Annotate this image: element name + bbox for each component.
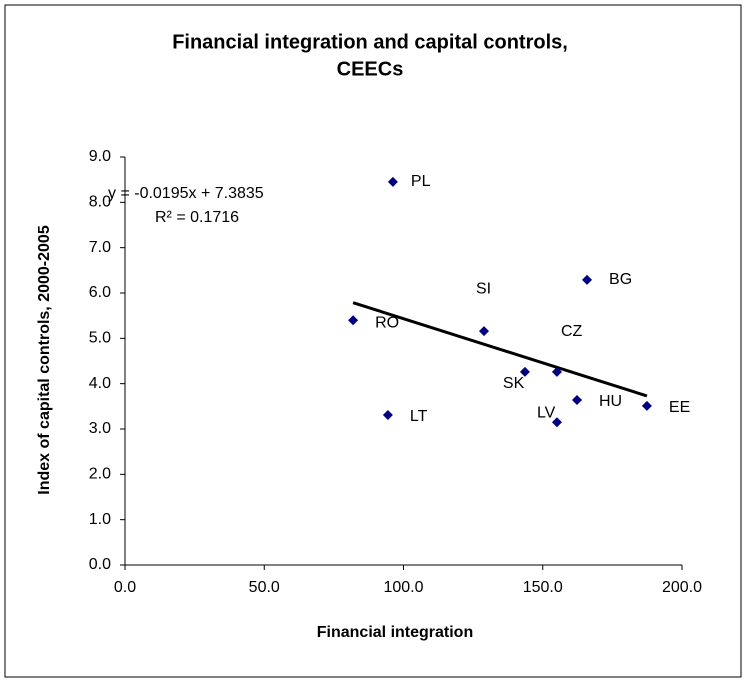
y-tick-label: 2.0	[89, 466, 111, 483]
data-point	[582, 274, 593, 285]
y-axis-title: Index of capital controls, 2000-2005	[36, 225, 53, 495]
data-label: PL	[411, 173, 431, 190]
trendline	[352, 301, 648, 398]
data-label: SI	[476, 280, 491, 297]
y-tick-label: 6.0	[89, 284, 111, 301]
x-tick-label: 0.0	[114, 579, 136, 596]
trendline-r-squared: R² = 0.1716	[155, 209, 239, 226]
x-tick-label: 200.0	[662, 579, 702, 596]
data-point	[551, 417, 562, 428]
y-tick-label: 7.0	[89, 239, 111, 256]
data-point	[572, 394, 583, 405]
y-tick-label: 8.0	[89, 194, 111, 211]
data-label: CZ	[561, 323, 583, 340]
data-point	[641, 400, 652, 411]
trendline-equation: y = -0.0195x + 7.3835	[108, 185, 264, 202]
y-tick-label: 9.0	[89, 148, 111, 165]
chart-title: Financial integration and capital contro…	[172, 31, 568, 53]
data-point	[387, 176, 398, 187]
data-point	[519, 366, 530, 377]
data-label: BG	[609, 271, 632, 288]
y-tick-label: 3.0	[89, 420, 111, 437]
data-point	[551, 366, 562, 377]
y-tick-label: 0.0	[89, 556, 111, 573]
chart-border	[4, 4, 742, 678]
data-label: LT	[410, 408, 428, 425]
data-label: EE	[669, 399, 690, 416]
data-label: HU	[599, 393, 622, 410]
data-label: LV	[537, 404, 556, 421]
x-tick-label: 50.0	[249, 579, 280, 596]
data-point	[478, 326, 489, 337]
chart-title: CEECs	[337, 58, 404, 80]
x-axis-title: Financial integration	[317, 624, 473, 641]
y-tick-label: 1.0	[89, 511, 111, 528]
data-label: RO	[375, 314, 399, 331]
x-tick-label: 100.0	[383, 579, 423, 596]
data-point	[348, 315, 359, 326]
y-tick-label: 5.0	[89, 330, 111, 347]
y-tick-label: 4.0	[89, 375, 111, 392]
data-point	[382, 409, 393, 420]
x-tick-label: 150.0	[523, 579, 563, 596]
data-label: SK	[503, 375, 525, 392]
